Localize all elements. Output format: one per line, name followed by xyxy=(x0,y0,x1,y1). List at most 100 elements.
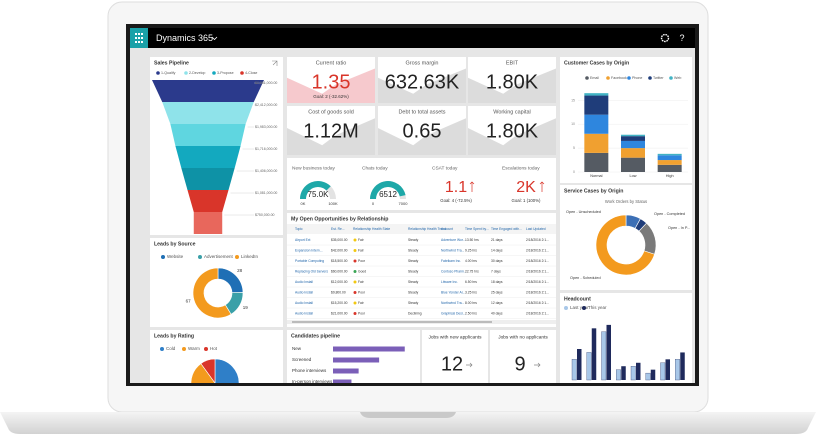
cell: Poor xyxy=(358,259,366,263)
bar-segment xyxy=(584,93,609,96)
tile-title: Jobs with new applicants xyxy=(428,334,482,340)
cell: 4.00 hrs xyxy=(465,259,477,263)
stage-label: $2,951,000.00 xyxy=(255,81,277,85)
cell: Graphical Desi... xyxy=(441,311,465,315)
bar-segment xyxy=(584,95,609,115)
kpi-trend-area xyxy=(378,118,466,155)
legend-label: Hot xyxy=(210,346,218,351)
laptop-base xyxy=(0,412,816,434)
kpi-title: Working capital xyxy=(493,109,531,115)
panel xyxy=(490,330,556,383)
y-tick-label: 5 xyxy=(573,146,575,150)
cell: Steady xyxy=(408,238,419,242)
stage-label: $1,081,000.00 xyxy=(255,191,277,195)
cell: 2.50 hrs xyxy=(465,311,477,315)
cell: Fair xyxy=(358,280,365,284)
health-dot xyxy=(353,249,357,252)
cell: $9,800.00 xyxy=(331,290,346,294)
cell: Steady xyxy=(408,301,419,305)
x-tick-label: Normal xyxy=(590,174,602,178)
laptop-notch xyxy=(360,412,456,418)
cell: Good xyxy=(358,269,366,273)
legend-dot xyxy=(161,255,165,259)
legend-dot xyxy=(564,306,568,310)
slice xyxy=(190,363,216,383)
cell: 2/18/2016 2:1... xyxy=(526,238,549,242)
cell: $42,000.00 xyxy=(331,248,348,252)
kpi-trend-area xyxy=(287,118,375,155)
kpi-title: Gross margin xyxy=(405,60,438,66)
category-label: In-person interviews xyxy=(292,379,333,384)
cell: 8.00 hrs xyxy=(465,301,477,305)
cell: Blue Yonder Ai... xyxy=(441,290,465,294)
bar-segment xyxy=(584,133,609,153)
funnel-stage xyxy=(170,124,246,146)
bar-segment xyxy=(584,114,609,134)
legend-label: Advertisement xyxy=(204,254,234,259)
panel-title: Headcount xyxy=(564,296,591,302)
cell: 6.50 hrs xyxy=(465,280,477,284)
bar xyxy=(586,352,592,381)
funnel-stage xyxy=(162,102,254,124)
kpi-trend-area xyxy=(468,118,556,155)
cell: Poor xyxy=(358,290,366,294)
settings-icon[interactable] xyxy=(660,33,670,43)
column-header: Relationship Health State xyxy=(353,227,390,231)
column-header: Last Updated xyxy=(526,227,546,231)
kpi-value: 1.80K xyxy=(486,120,539,142)
legend-dot xyxy=(582,306,586,310)
slice xyxy=(214,358,240,383)
legend-dot xyxy=(198,255,202,259)
bar-segment xyxy=(621,136,645,141)
legend-label: 4-Close xyxy=(245,71,257,75)
slice xyxy=(595,214,655,276)
bar xyxy=(660,362,666,381)
legend-dot xyxy=(156,71,160,75)
column-header: Topic xyxy=(295,227,303,231)
bar xyxy=(591,328,597,380)
gauge-min: 0 xyxy=(372,201,375,206)
cell: $18,500.00 xyxy=(331,259,348,263)
chart-subtitle: Work Orders by Status xyxy=(605,199,647,204)
funnel-stage xyxy=(187,190,229,212)
cell: Steady xyxy=(408,280,419,284)
bar xyxy=(333,346,405,352)
bar xyxy=(333,368,359,374)
gauge-max: 100K xyxy=(328,201,338,206)
health-dot xyxy=(353,291,357,294)
cell: Fabrikam Inc. xyxy=(441,259,461,263)
cell: Expansion Intern... xyxy=(295,248,323,252)
gauge-max: 7000 xyxy=(399,201,409,206)
gauge-value xyxy=(370,180,406,199)
app-dropdown xyxy=(211,36,218,41)
cell: 2/18/2016 2:1... xyxy=(526,259,549,263)
launcher-dots xyxy=(135,33,143,43)
cell: 12 days xyxy=(491,301,503,305)
bar xyxy=(630,366,636,381)
kpi-value: 0.65 xyxy=(403,120,442,142)
bar-segment xyxy=(621,148,645,158)
slice-label: Open - Unscheduled xyxy=(566,210,601,214)
bar xyxy=(601,331,607,381)
help-icon[interactable]: ? xyxy=(679,33,684,43)
app-name[interactable]: Dynamics 365 xyxy=(156,33,213,43)
cell: 2/18/2016 2:1... xyxy=(526,301,549,305)
legend-dot xyxy=(606,76,610,80)
kpi-title: CSAT today xyxy=(432,165,458,171)
slice-label: 28 xyxy=(237,268,243,273)
scroll-thumb xyxy=(292,321,492,323)
legend-label: Website xyxy=(167,254,184,259)
cell: 7 days xyxy=(491,269,501,273)
panel-title: Leads by Rating xyxy=(154,333,194,339)
cell: Steady xyxy=(408,259,419,263)
bar xyxy=(675,359,680,381)
legend-dot xyxy=(669,76,673,80)
panel xyxy=(287,330,420,383)
cell: Northwind Tra... xyxy=(441,301,464,305)
expand-icon xyxy=(272,60,278,66)
cell: 2/18/2016 2:1... xyxy=(526,290,549,294)
cell: Steady xyxy=(408,248,419,252)
bar xyxy=(636,362,641,380)
bar-segment xyxy=(657,155,682,161)
stage-label: $1,406,000.00 xyxy=(255,169,277,173)
